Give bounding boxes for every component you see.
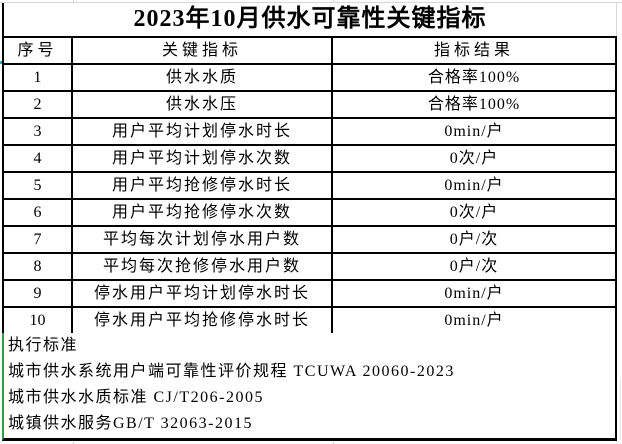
table-row: 10 停水用户平均抢修停水时长 0min/户 bbox=[4, 308, 617, 335]
standards-heading[interactable]: 执行标准 bbox=[8, 337, 79, 354]
header-row: 序号 关键指标 指标结果 bbox=[4, 38, 617, 65]
cell-result[interactable]: 0min/户 bbox=[333, 281, 617, 308]
cell-indicator[interactable]: 平均每次抢修停水用户数 bbox=[73, 254, 333, 281]
cell-serial[interactable]: 3 bbox=[4, 119, 73, 146]
table-row: 4 用户平均计划停水次数 0次/户 bbox=[4, 146, 617, 173]
cell-indicator[interactable]: 用户平均抢修停水次数 bbox=[73, 200, 333, 227]
cell-serial[interactable]: 5 bbox=[4, 173, 73, 200]
gridline-horizontal bbox=[0, 2, 622, 3]
cell-serial[interactable]: 2 bbox=[4, 92, 73, 119]
table-row: 7 平均每次计划停水用户数 0户/次 bbox=[4, 227, 617, 254]
table-row: 6 用户平均抢修停水次数 0次/户 bbox=[4, 200, 617, 227]
cell-indicator[interactable]: 平均每次计划停水用户数 bbox=[73, 227, 333, 254]
cell-indicator[interactable]: 供水水压 bbox=[73, 92, 333, 119]
cell-serial[interactable]: 1 bbox=[4, 65, 73, 92]
gridline-stub bbox=[73, 441, 74, 444]
cell-result[interactable]: 0户/次 bbox=[333, 227, 617, 254]
cell-result[interactable]: 0次/户 bbox=[333, 146, 617, 173]
gridline-stub bbox=[333, 441, 334, 444]
cell-result[interactable]: 合格率100% bbox=[333, 65, 617, 92]
table-row: 8 平均每次抢修停水用户数 0户/次 bbox=[4, 254, 617, 281]
table-row: 9 停水用户平均计划停水时长 0min/户 bbox=[4, 281, 617, 308]
table-title-cell[interactable]: 2023年10月供水可靠性关键指标 bbox=[2, 3, 617, 36]
cell-serial[interactable]: 4 bbox=[4, 146, 73, 173]
header-cell-result[interactable]: 指标结果 bbox=[333, 38, 617, 65]
cell-result[interactable]: 0户/次 bbox=[333, 254, 617, 281]
standards-item[interactable]: 城镇供水服务GB/T 32063-2015 bbox=[8, 415, 253, 432]
gridline-vertical bbox=[620, 380, 621, 440]
header-cell-serial selected-cell[interactable]: 序号 bbox=[4, 38, 73, 65]
header-cell-indicator[interactable]: 关键指标 bbox=[73, 38, 333, 65]
cell-serial[interactable]: 10 bbox=[4, 308, 73, 335]
cell-serial[interactable]: 6 bbox=[4, 200, 73, 227]
table-row: 5 用户平均抢修停水时长 0min/户 bbox=[4, 173, 617, 200]
cell-serial[interactable]: 7 bbox=[4, 227, 73, 254]
table-row: 3 用户平均计划停水时长 0min/户 bbox=[4, 119, 617, 146]
standards-block: 执行标准 城市供水系统用户端可靠性评价规程 TCUWA 20060-2023 城… bbox=[2, 333, 617, 441]
cell-result[interactable]: 0min/户 bbox=[333, 119, 617, 146]
cell-result[interactable]: 合格率100% bbox=[333, 92, 617, 119]
cell-indicator[interactable]: 停水用户平均抢修停水时长 bbox=[73, 308, 333, 335]
table-row: 2 供水水压 合格率100% bbox=[4, 92, 617, 119]
cell-serial[interactable]: 9 bbox=[4, 281, 73, 308]
cell-indicator[interactable]: 用户平均计划停水次数 bbox=[73, 146, 333, 173]
cell-indicator[interactable]: 供水水质 bbox=[73, 65, 333, 92]
cell-indicator[interactable]: 用户平均计划停水时长 bbox=[73, 119, 333, 146]
cell-indicator[interactable]: 用户平均抢修停水时长 bbox=[73, 173, 333, 200]
cell-result[interactable]: 0min/户 bbox=[333, 173, 617, 200]
standards-item[interactable]: 城市供水系统用户端可靠性评价规程 TCUWA 20060-2023 bbox=[8, 363, 455, 380]
gridline-stub bbox=[73, 0, 74, 2]
cell-result[interactable]: 0min/户 bbox=[333, 308, 617, 335]
cell-serial[interactable]: 8 bbox=[4, 254, 73, 281]
gridline-stub bbox=[333, 0, 334, 2]
cell-result[interactable]: 0次/户 bbox=[333, 200, 617, 227]
kpi-table: 序号 关键指标 指标结果 1 供水水质 合格率100% 2 供水水压 合格率10… bbox=[2, 36, 617, 335]
cell-indicator[interactable]: 停水用户平均计划停水时长 bbox=[73, 281, 333, 308]
table-row: 1 供水水质 合格率100% bbox=[4, 65, 617, 92]
standards-item[interactable]: 城市供水水质标准 CJ/T206-2005 bbox=[8, 389, 264, 406]
